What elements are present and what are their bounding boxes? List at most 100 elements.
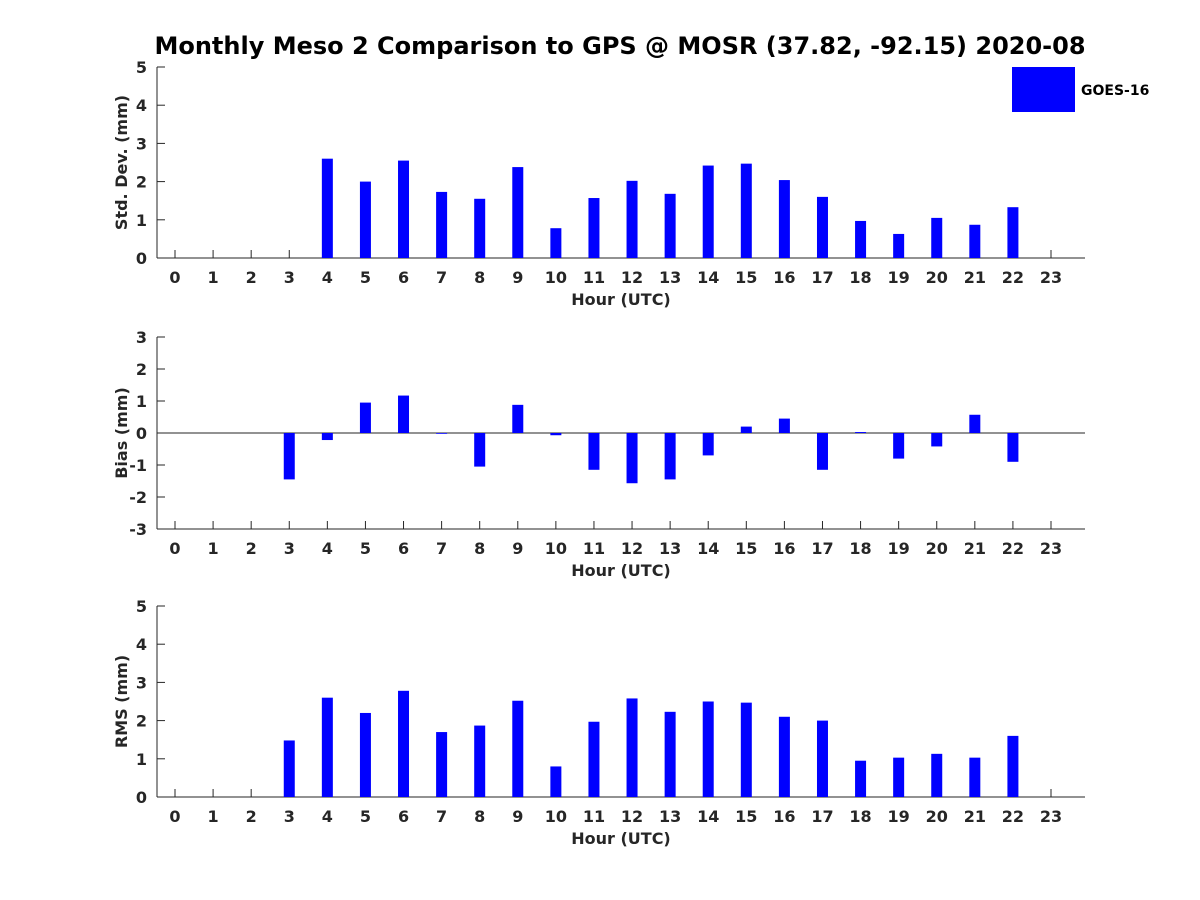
x-tick-label: 15 — [735, 268, 757, 287]
x-tick-label: 19 — [888, 268, 910, 287]
x-tick-label: 13 — [659, 807, 681, 826]
y-tick-label: 1 — [136, 750, 147, 769]
bar-hour-21 — [969, 757, 981, 797]
bar-hour-7 — [436, 433, 448, 434]
x-tick-label: 22 — [1002, 268, 1024, 287]
x-tick-label: 14 — [697, 807, 719, 826]
x-tick-label: 22 — [1002, 539, 1024, 558]
bar-hour-9 — [512, 167, 524, 258]
bar-hour-20 — [931, 753, 943, 797]
bar-hour-21 — [969, 224, 981, 258]
x-tick-label: 8 — [474, 268, 485, 287]
bar-hour-7 — [436, 191, 448, 258]
bar-hour-5 — [359, 712, 371, 797]
x-tick-label: 18 — [849, 539, 871, 558]
bar-hour-22 — [1007, 433, 1019, 462]
bar-hour-20 — [931, 433, 943, 447]
x-tick-label: 23 — [1040, 268, 1062, 287]
y-tick-label: 2 — [136, 712, 147, 731]
y-tick-label: 0 — [136, 249, 147, 268]
bar-hour-6 — [398, 160, 410, 258]
y-tick-label: 3 — [136, 673, 147, 692]
bar-hour-11 — [588, 433, 600, 470]
x-tick-label: 7 — [436, 268, 447, 287]
bar-hour-20 — [931, 217, 943, 258]
bar-hour-14 — [702, 701, 714, 797]
bar-hour-9 — [512, 700, 524, 797]
x-tick-label: 9 — [512, 268, 523, 287]
y-tick-label: 1 — [136, 392, 147, 411]
bar-hour-10 — [550, 433, 562, 436]
x-tick-label: 18 — [849, 807, 871, 826]
x-tick-label: 3 — [284, 268, 295, 287]
x-tick-label: 12 — [621, 268, 643, 287]
x-tick-label: 0 — [169, 268, 180, 287]
bar-hour-5 — [359, 181, 371, 258]
bar-hour-8 — [474, 198, 486, 258]
bar-hour-18 — [855, 760, 867, 797]
x-tick-label: 2 — [246, 268, 257, 287]
bar-hour-13 — [664, 193, 676, 258]
x-tick-label: 7 — [436, 539, 447, 558]
x-axis-label: Hour (UTC) — [571, 290, 671, 309]
x-tick-label: 7 — [436, 807, 447, 826]
bar-hour-19 — [893, 233, 905, 258]
x-tick-label: 1 — [208, 807, 219, 826]
bar-hour-15 — [740, 702, 752, 797]
x-tick-label: 8 — [474, 807, 485, 826]
x-tick-label: 9 — [512, 807, 523, 826]
x-tick-label: 2 — [246, 539, 257, 558]
y-tick-label: 4 — [136, 635, 147, 654]
x-tick-label: 16 — [773, 539, 795, 558]
x-tick-label: 20 — [926, 807, 948, 826]
bar-hour-12 — [626, 433, 638, 484]
x-tick-label: 12 — [621, 539, 643, 558]
x-tick-label: 19 — [888, 539, 910, 558]
x-tick-label: 21 — [964, 539, 986, 558]
chart-title: Monthly Meso 2 Comparison to GPS @ MOSR … — [154, 32, 1085, 60]
bar-hour-15 — [740, 163, 752, 258]
y-axis-label: RMS (mm) — [112, 655, 131, 748]
bar-hour-22 — [1007, 207, 1019, 258]
bar-hour-16 — [778, 418, 790, 433]
x-tick-label: 4 — [322, 807, 333, 826]
x-tick-label: 0 — [169, 807, 180, 826]
x-tick-label: 5 — [360, 539, 371, 558]
bar-hour-22 — [1007, 735, 1019, 797]
x-tick-label: 4 — [322, 268, 333, 287]
x-tick-label: 5 — [360, 807, 371, 826]
bar-hour-12 — [626, 698, 638, 797]
y-tick-label: 2 — [136, 173, 147, 192]
y-tick-label: -3 — [129, 520, 147, 539]
bar-hour-16 — [778, 180, 790, 258]
y-tick-label: 0 — [136, 788, 147, 807]
x-tick-label: 5 — [360, 268, 371, 287]
x-tick-label: 13 — [659, 268, 681, 287]
y-tick-label: 2 — [136, 360, 147, 379]
y-tick-label: 5 — [136, 58, 147, 77]
x-tick-label: 10 — [545, 539, 567, 558]
x-tick-label: 10 — [545, 268, 567, 287]
x-tick-label: 16 — [773, 268, 795, 287]
y-tick-label: 0 — [136, 424, 147, 443]
bar-hour-8 — [474, 725, 486, 797]
bar-hour-11 — [588, 198, 600, 258]
y-tick-label: 5 — [136, 597, 147, 616]
x-tick-label: 2 — [246, 807, 257, 826]
y-tick-label: 3 — [136, 134, 147, 153]
y-axis-label: Bias (mm) — [112, 387, 131, 479]
bar-hour-14 — [702, 165, 714, 258]
x-tick-label: 10 — [545, 807, 567, 826]
y-axis-label: Std. Dev. (mm) — [112, 95, 131, 230]
bar-hour-10 — [550, 766, 562, 797]
bar-hour-17 — [816, 433, 828, 470]
bar-hour-6 — [398, 395, 410, 433]
x-tick-label: 9 — [512, 539, 523, 558]
legend-swatch — [1012, 67, 1075, 112]
x-tick-label: 16 — [773, 807, 795, 826]
bar-hour-3 — [283, 740, 295, 797]
y-tick-label: 1 — [136, 211, 147, 230]
